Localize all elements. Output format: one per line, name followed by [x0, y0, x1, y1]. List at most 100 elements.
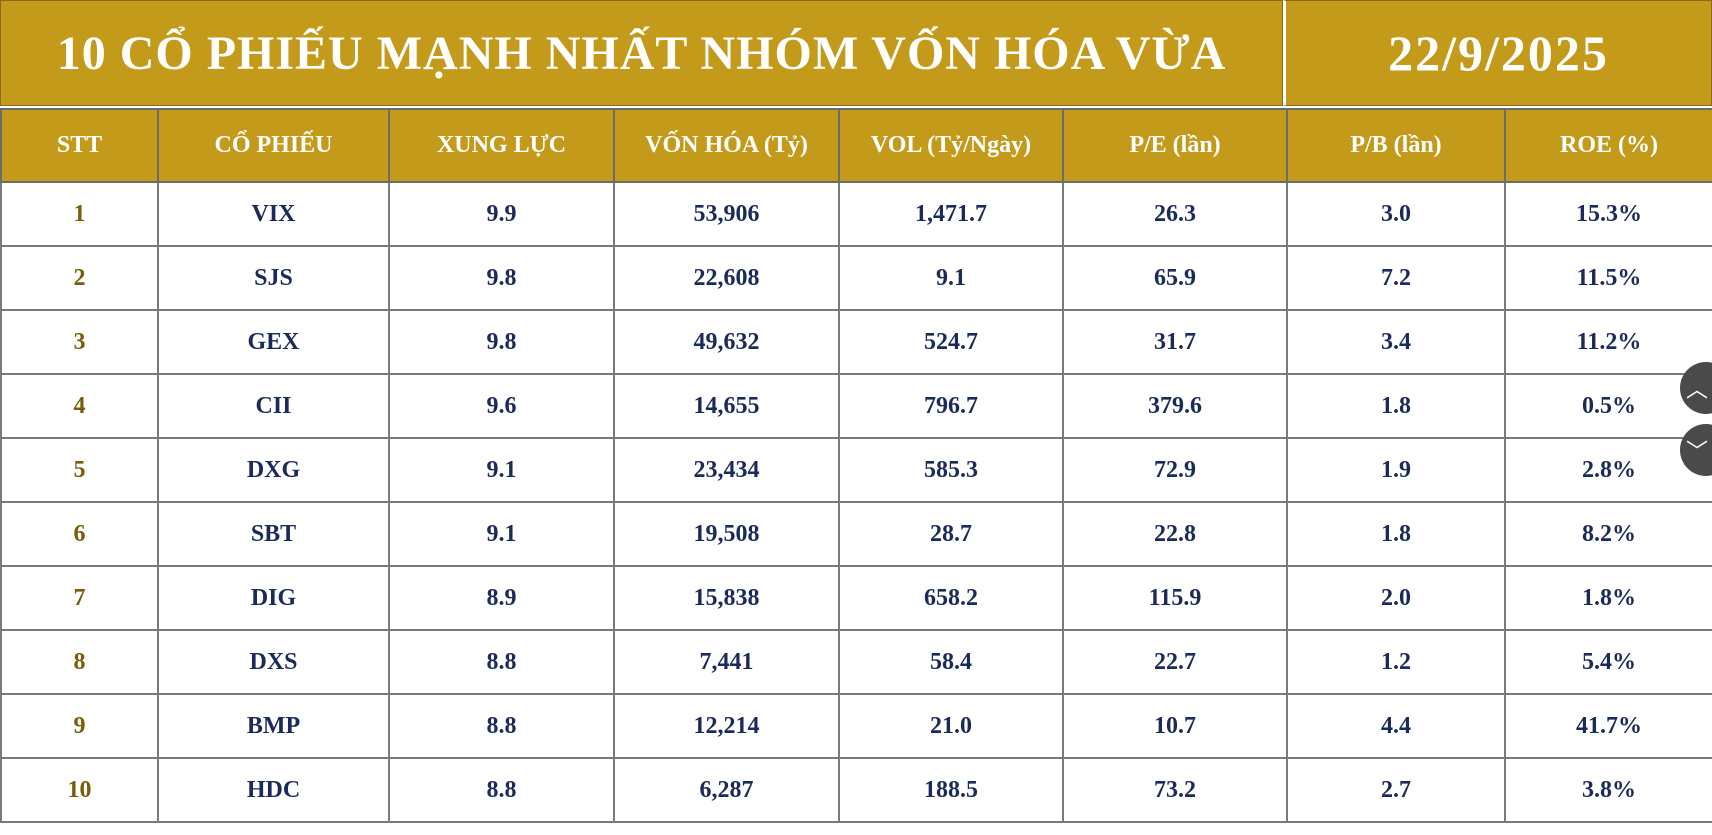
- table-cell-market-cap: 19,508: [613, 501, 840, 567]
- table-cell-pe: 73.2: [1062, 757, 1288, 823]
- table-row: 8 DXS 8.8 7,441 58.4 22.7 1.2 5.4%: [0, 629, 1712, 695]
- table-cell-stt: 3: [0, 309, 159, 375]
- table-cell-pb: 2.0: [1286, 565, 1506, 631]
- table-cell-market-cap: 53,906: [613, 181, 840, 247]
- table-cell-momentum: 9.1: [388, 437, 615, 503]
- table-row: 9 BMP 8.8 12,214 21.0 10.7 4.4 41.7%: [0, 693, 1712, 759]
- title-row: 10 CỔ PHIẾU MẠNH NHẤT NHÓM VỐN HÓA VỪA 2…: [0, 0, 1712, 108]
- table-cell-momentum: 9.8: [388, 309, 615, 375]
- table-cell-roe: 11.2%: [1504, 309, 1712, 375]
- table-header-row: STT CỔ PHIẾU XUNG LỰC VỐN HÓA (Tỷ) VOL (Tỷ/N…: [0, 108, 1712, 183]
- column-header-pb: P/B (lần): [1286, 108, 1506, 183]
- table-cell-stt: 8: [0, 629, 159, 695]
- table-cell-market-cap: 6,287: [613, 757, 840, 823]
- chevron-up-icon: ︿: [1685, 378, 1708, 403]
- table-cell-roe: 0.5%: [1504, 373, 1712, 439]
- table-cell-market-cap: 15,838: [613, 565, 840, 631]
- column-header-momentum: XUNG LỰC: [388, 108, 615, 183]
- table-cell-pe: 115.9: [1062, 565, 1288, 631]
- table-row: 1 VIX 9.9 53,906 1,471.7 26.3 3.0 15.3%: [0, 181, 1712, 247]
- table-cell-volume: 658.2: [838, 565, 1064, 631]
- table-cell-stt: 4: [0, 373, 159, 439]
- table-cell-pb: 2.7: [1286, 757, 1506, 823]
- table-cell-momentum: 8.8: [388, 757, 615, 823]
- table-cell-pb: 1.8: [1286, 373, 1506, 439]
- table-cell-market-cap: 12,214: [613, 693, 840, 759]
- table-cell-pb: 4.4: [1286, 693, 1506, 759]
- column-header-stock: CỔ PHIẾU: [157, 108, 390, 183]
- table-cell-pe: 26.3: [1062, 181, 1288, 247]
- table-cell-roe: 2.8%: [1504, 437, 1712, 503]
- table-cell-stt: 7: [0, 565, 159, 631]
- table-cell-volume: 9.1: [838, 245, 1064, 311]
- table-cell-momentum: 9.9: [388, 181, 615, 247]
- table-cell-stt: 5: [0, 437, 159, 503]
- table-row: 7 DIG 8.9 15,838 658.2 115.9 2.0 1.8%: [0, 565, 1712, 631]
- table-cell-momentum: 8.8: [388, 629, 615, 695]
- table-cell-pb: 3.0: [1286, 181, 1506, 247]
- table-cell-pe: 31.7: [1062, 309, 1288, 375]
- table-cell-roe: 11.5%: [1504, 245, 1712, 311]
- table-cell-pe: 65.9: [1062, 245, 1288, 311]
- column-header-volume: VOL (Tỷ/Ngày): [838, 108, 1064, 183]
- table-cell-momentum: 9.6: [388, 373, 615, 439]
- table-cell-volume: 21.0: [838, 693, 1064, 759]
- table-cell-pe: 22.7: [1062, 629, 1288, 695]
- table-cell-stt: 2: [0, 245, 159, 311]
- table-cell-stock: SJS: [157, 245, 390, 311]
- table-cell-pb: 1.9: [1286, 437, 1506, 503]
- table-cell-stock: DXG: [157, 437, 390, 503]
- table-cell-pe: 379.6: [1062, 373, 1288, 439]
- column-header-stt: STT: [0, 108, 159, 183]
- table-row: 2 SJS 9.8 22,608 9.1 65.9 7.2 11.5%: [0, 245, 1712, 311]
- table-cell-momentum: 8.8: [388, 693, 615, 759]
- table-cell-volume: 524.7: [838, 309, 1064, 375]
- table-cell-roe: 1.8%: [1504, 565, 1712, 631]
- stock-table: STT CỔ PHIẾU XUNG LỰC VỐN HÓA (Tỷ) VOL (Tỷ/N…: [0, 108, 1712, 823]
- table-cell-momentum: 9.1: [388, 501, 615, 567]
- table-row: 6 SBT 9.1 19,508 28.7 22.8 1.8 8.2%: [0, 501, 1712, 567]
- column-header-roe: ROE (%): [1504, 108, 1712, 183]
- table-cell-pe: 72.9: [1062, 437, 1288, 503]
- table-cell-pe: 10.7: [1062, 693, 1288, 759]
- table-cell-volume: 585.3: [838, 437, 1064, 503]
- table-row: 10 HDC 8.8 6,287 188.5 73.2 2.7 3.8%: [0, 757, 1712, 823]
- table-row: 5 DXG 9.1 23,434 585.3 72.9 1.9 2.8%: [0, 437, 1712, 503]
- table-cell-volume: 1,471.7: [838, 181, 1064, 247]
- report-date: 22/9/2025: [1283, 0, 1712, 106]
- table-cell-stock: HDC: [157, 757, 390, 823]
- table-cell-stt: 10: [0, 757, 159, 823]
- table-cell-pb: 1.8: [1286, 501, 1506, 567]
- table-cell-roe: 8.2%: [1504, 501, 1712, 567]
- table-cell-market-cap: 23,434: [613, 437, 840, 503]
- table-cell-stock: VIX: [157, 181, 390, 247]
- table-cell-roe: 15.3%: [1504, 181, 1712, 247]
- table-cell-volume: 58.4: [838, 629, 1064, 695]
- table-cell-market-cap: 14,655: [613, 373, 840, 439]
- page-title: 10 CỔ PHIẾU MẠNH NHẤT NHÓM VỐN HÓA VỪA: [0, 0, 1283, 106]
- table-cell-volume: 28.7: [838, 501, 1064, 567]
- table-cell-pb: 3.4: [1286, 309, 1506, 375]
- table-row: 3 GEX 9.8 49,632 524.7 31.7 3.4 11.2%: [0, 309, 1712, 375]
- table-cell-momentum: 9.8: [388, 245, 615, 311]
- table-cell-pe: 22.8: [1062, 501, 1288, 567]
- table-cell-stt: 9: [0, 693, 159, 759]
- table-cell-stock: CII: [157, 373, 390, 439]
- table-cell-stock: SBT: [157, 501, 390, 567]
- table-cell-stock: DIG: [157, 565, 390, 631]
- table-cell-momentum: 8.9: [388, 565, 615, 631]
- table-cell-roe: 5.4%: [1504, 629, 1712, 695]
- table-cell-roe: 41.7%: [1504, 693, 1712, 759]
- table-cell-stock: DXS: [157, 629, 390, 695]
- table-cell-stt: 1: [0, 181, 159, 247]
- table-cell-volume: 796.7: [838, 373, 1064, 439]
- table-cell-stock: GEX: [157, 309, 390, 375]
- table-cell-market-cap: 49,632: [613, 309, 840, 375]
- table-cell-stock: BMP: [157, 693, 390, 759]
- table-cell-market-cap: 7,441: [613, 629, 840, 695]
- table-cell-stt: 6: [0, 501, 159, 567]
- column-header-pe: P/E (lần): [1062, 108, 1288, 183]
- column-header-market-cap: VỐN HÓA (Tỷ): [613, 108, 840, 183]
- table-cell-pb: 1.2: [1286, 629, 1506, 695]
- table-cell-roe: 3.8%: [1504, 757, 1712, 823]
